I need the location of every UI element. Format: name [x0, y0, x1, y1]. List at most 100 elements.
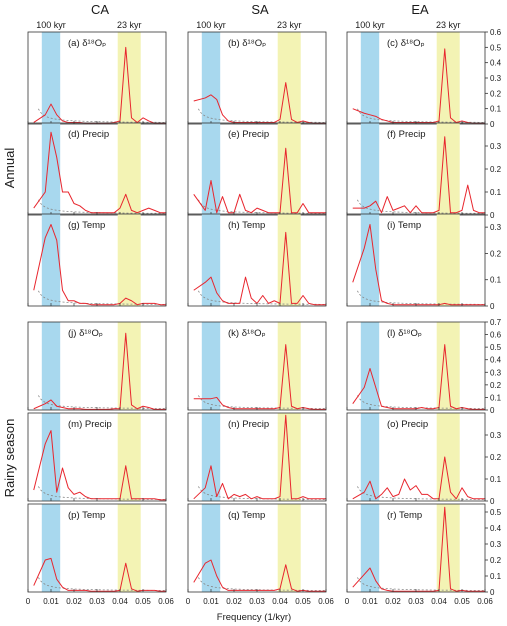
panel-label: (p) Temp	[68, 510, 105, 521]
reference-spectrum-line	[38, 108, 166, 123]
reference-spectrum-line	[38, 395, 166, 409]
panel-k: (k) δ¹⁸Oₚ	[187, 321, 327, 411]
y-tick-label: 0	[490, 302, 495, 311]
x-tick-label: 0.04	[431, 597, 447, 606]
y-tick-label: 0.1	[490, 393, 502, 402]
x-tick-label: 0.02	[226, 597, 242, 606]
panel-label: (j) δ¹⁸Oₚ	[68, 328, 103, 339]
panel-label: (r) Temp	[387, 510, 422, 521]
reference-spectrum-line	[38, 486, 166, 500]
y-tick-label: 0.2	[490, 89, 502, 98]
x-tick-label: 0.01	[203, 597, 219, 606]
eccentricity-band	[41, 123, 61, 215]
eccentricity-band	[201, 214, 221, 306]
band-label-23kyr: 23 kyr	[436, 20, 461, 30]
x-tick-label: 0.06	[477, 597, 493, 606]
reference-spectrum-line	[357, 290, 485, 305]
x-tick-label: 0.01	[43, 597, 59, 606]
spectrum-line	[193, 414, 326, 500]
eccentricity-band	[201, 32, 221, 124]
spectrum-line	[193, 559, 326, 592]
y-tick-label: 0.5	[490, 343, 502, 352]
y-tick-label: 0.2	[490, 249, 502, 258]
eccentricity-band	[360, 504, 380, 592]
y-tick-label: 0.2	[490, 381, 502, 390]
eccentricity-band	[41, 322, 61, 410]
panel-label: (d) Precip	[68, 129, 109, 140]
spectrum-line	[352, 506, 485, 592]
spectrum-line	[33, 430, 166, 501]
reference-spectrum-line	[198, 486, 326, 500]
spectrum-line	[193, 82, 326, 124]
x-tick-label: 0.01	[362, 597, 378, 606]
panel-l: (l) δ¹⁸Oₚ 0 0.1 0.2 0.3 0.4 0.5 0.6 0.7	[346, 318, 502, 415]
spectrum-line	[352, 456, 485, 500]
column-title-ca: CA	[91, 2, 109, 17]
reference-spectrum-line	[198, 290, 326, 305]
spectrum-line	[33, 332, 166, 410]
spectrum-line	[352, 48, 485, 124]
x-tick-label: 0.05	[295, 597, 311, 606]
panel-a: (a) δ¹⁸Oₚ	[27, 31, 167, 125]
x-tick-label: 0	[186, 597, 191, 606]
y-tick-label: 0.3	[490, 540, 502, 549]
panel-label: (m) Precip	[68, 419, 112, 430]
panel-f: (f) Precip 0 0.1 0.2 0.3	[346, 122, 502, 220]
eccentricity-band	[360, 413, 380, 501]
panel-g: (g) Temp	[27, 213, 167, 307]
reference-spectrum-line	[357, 108, 485, 123]
precession-band	[277, 214, 301, 306]
y-tick-label: 0.3	[490, 431, 502, 440]
eccentricity-band	[201, 123, 221, 215]
precession-band	[436, 123, 460, 215]
x-tick-label: 0.02	[66, 597, 82, 606]
spectrum-line	[33, 224, 166, 306]
x-tick-label: 0.06	[158, 597, 174, 606]
panel-label: (i) Temp	[387, 220, 421, 231]
y-tick-label: 0.2	[490, 556, 502, 565]
spectrum-line	[193, 344, 326, 410]
band-label-100kyr: 100 kyr	[355, 20, 385, 30]
x-tick-label: 0.03	[89, 597, 105, 606]
panel-label: (e) Precip	[228, 129, 269, 140]
y-tick-label: 0.1	[490, 276, 502, 285]
x-tick-label: 0.04	[272, 597, 288, 606]
panel-label: (c) δ¹⁸Oₚ	[387, 38, 425, 49]
band-label-23kyr: 23 kyr	[277, 20, 302, 30]
spectrum-line	[352, 224, 485, 306]
y-tick-label: 0.7	[490, 318, 502, 327]
panel-q: (q) Temp	[187, 503, 327, 593]
y-tick-label: 0.3	[490, 74, 502, 83]
precession-band	[117, 322, 141, 410]
eccentricity-band	[360, 214, 380, 306]
x-tick-label: 0.05	[454, 597, 470, 606]
eccentricity-band	[360, 123, 380, 215]
precession-band	[117, 123, 141, 215]
panel-d: (d) Precip	[27, 122, 167, 216]
row-group-title-rainy-season: Rainy season	[2, 419, 17, 498]
spectrum-line	[193, 231, 326, 306]
eccentricity-band	[201, 504, 221, 592]
y-tick-label: 0.2	[490, 165, 502, 174]
eccentricity-band	[201, 413, 221, 501]
precession-band	[277, 32, 301, 124]
panel-label: (l) δ¹⁸Oₚ	[387, 328, 422, 339]
column-title-sa: SA	[251, 2, 269, 17]
x-tick-label: 0	[26, 597, 31, 606]
spectrum-line	[193, 147, 326, 214]
y-tick-label: 0.1	[490, 188, 502, 197]
x-axis-title: Frequency (1/kyr)	[217, 612, 291, 623]
precession-band	[436, 322, 460, 410]
y-tick-label: 0.2	[490, 453, 502, 462]
panel-p: (p) Temp	[27, 503, 167, 593]
y-tick-label: 0.4	[490, 356, 502, 365]
panel-label: (h) Temp	[228, 220, 265, 231]
precession-band	[117, 32, 141, 124]
panel-h: (h) Temp	[187, 213, 327, 307]
y-tick-label: 0.3	[490, 368, 502, 377]
y-tick-label: 0.4	[490, 524, 502, 533]
band-label-100kyr: 100 kyr	[196, 20, 226, 30]
reference-spectrum-line	[357, 199, 485, 214]
eccentricity-band	[360, 322, 380, 410]
precession-band	[117, 214, 141, 306]
